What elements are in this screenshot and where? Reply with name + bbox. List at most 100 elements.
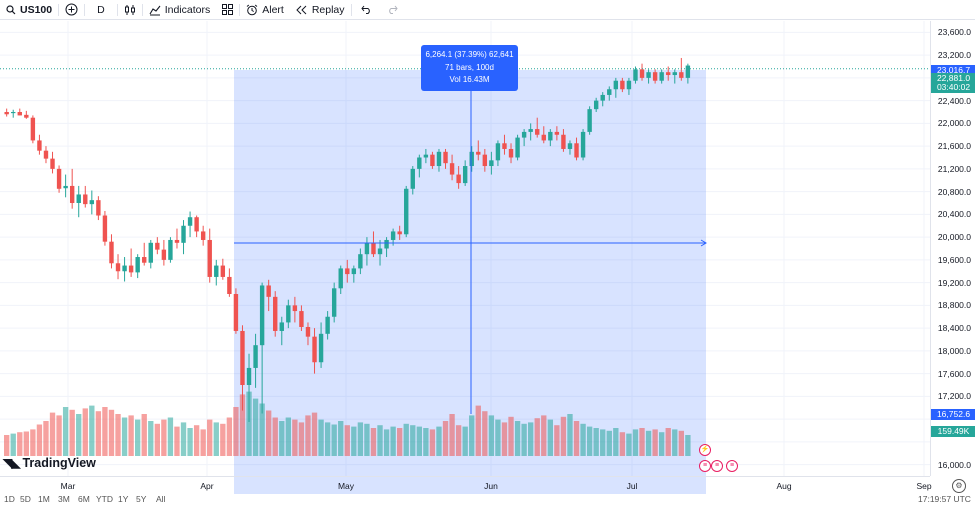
settings-gear-icon[interactable]: ⚙ <box>952 479 966 493</box>
volume-bar <box>141 414 147 456</box>
candle-body <box>142 257 147 263</box>
volume-bar <box>567 414 573 456</box>
candle-body <box>482 154 488 167</box>
volume-bar <box>436 426 442 456</box>
candle-body <box>56 168 62 189</box>
price-tick-label: 22,000.0 <box>937 118 971 129</box>
toolbar-divider <box>239 3 241 16</box>
tradingview-logo[interactable]: ◥◣ TradingView <box>3 456 96 470</box>
candle-body <box>646 72 651 78</box>
measure-bars: 71 bars, 100d <box>445 62 494 72</box>
candle-body <box>24 114 29 118</box>
indicators-button[interactable]: Indicators <box>143 0 217 20</box>
candle-body <box>548 131 553 141</box>
search-icon <box>6 4 16 14</box>
chart-pane[interactable]: 6,264.1 (37.39%) 62,641 71 bars, 100d Vo… <box>0 21 930 476</box>
volume-bar <box>586 426 593 456</box>
volume-bar <box>23 431 29 456</box>
chart-type-button[interactable] <box>118 0 142 20</box>
range-button[interactable]: 6M <box>78 494 90 504</box>
volume-bar <box>76 414 82 456</box>
us-flag-event-icon[interactable]: ≡ <box>699 460 711 472</box>
symbol-search[interactable]: US100 <box>0 0 58 20</box>
candle-body <box>174 239 180 243</box>
candle-body <box>672 72 677 76</box>
candle-body <box>318 333 324 363</box>
price-chart[interactable] <box>0 21 930 476</box>
volume-bar <box>220 423 226 456</box>
toolbar-divider <box>350 3 352 16</box>
range-button[interactable]: 5D <box>20 494 31 504</box>
candle-body <box>207 239 212 277</box>
candle-body <box>109 241 114 264</box>
volume-bar <box>541 415 547 456</box>
price-tick-label: 20,400.0 <box>937 209 971 220</box>
interval-label: D <box>97 3 105 16</box>
volume-bar <box>174 426 180 456</box>
range-button[interactable]: 1Y <box>118 494 129 504</box>
volume-bar <box>685 435 691 456</box>
candle-body <box>495 143 501 161</box>
range-button[interactable]: 5Y <box>136 494 147 504</box>
candle-body <box>574 143 579 158</box>
price-tick-label: 19,200.0 <box>937 277 971 288</box>
redo-button[interactable] <box>381 0 404 20</box>
utc-clock[interactable]: 17:19:57 UTC <box>918 494 971 504</box>
volume-bar <box>213 422 219 456</box>
interval-button[interactable]: D <box>85 0 117 20</box>
candle-body <box>89 200 95 205</box>
candle-body <box>259 285 265 346</box>
time-tick-label: May <box>337 481 355 491</box>
range-button[interactable]: 3M <box>58 494 70 504</box>
volume-bar <box>462 426 468 456</box>
top-toolbar: US100 D Indicators Alert Replay <box>0 0 975 20</box>
range-button[interactable]: All <box>156 494 166 504</box>
volume-bar <box>534 418 540 456</box>
price-tick-label: 17,600.0 <box>937 368 971 379</box>
candle-body <box>364 242 370 255</box>
range-button[interactable]: YTD <box>96 494 113 504</box>
volume-bar <box>239 394 246 456</box>
price-tick-label: 18,400.0 <box>937 323 971 334</box>
toolbar-divider <box>141 3 143 16</box>
volume-bar <box>449 414 455 456</box>
range-button[interactable]: 1D <box>4 494 15 504</box>
last-price-badge: 23,016.7 <box>931 65 975 76</box>
redo-icon <box>388 5 398 14</box>
candle-body <box>253 345 258 368</box>
range-button[interactable]: 1M <box>38 494 50 504</box>
bar-countdown-badge: 03:40:02 <box>931 82 975 93</box>
volume-bar <box>495 419 501 456</box>
volume-bar <box>292 419 298 456</box>
us-flag-event-icon[interactable]: ≡ <box>711 460 723 472</box>
volume-bar <box>89 405 95 456</box>
candle-body <box>443 151 448 164</box>
volume-bar <box>49 412 56 456</box>
candle-body <box>626 80 632 90</box>
layouts-button[interactable] <box>216 0 239 20</box>
candle-body <box>292 305 298 312</box>
candle-body <box>404 188 409 235</box>
volume-bar <box>672 429 678 456</box>
price-tick-label: 18,800.0 <box>937 300 971 311</box>
candle-body <box>312 336 317 363</box>
time-range-highlight <box>234 477 706 494</box>
replay-button[interactable]: Replay <box>290 0 351 20</box>
candle-body <box>37 140 42 151</box>
candle-body <box>377 248 383 255</box>
candle-body <box>456 174 461 184</box>
time-axis[interactable]: Mar Apr May Jun Jul Aug Sep <box>0 476 932 494</box>
lightning-event-icon[interactable]: ⚡ <box>699 444 711 456</box>
candle-body <box>299 311 304 327</box>
us-flag-event-icon[interactable]: ≡ <box>726 460 738 472</box>
candle-body <box>515 137 520 158</box>
undo-button[interactable] <box>352 0 381 20</box>
price-axis[interactable]: 23,600.0 23,200.0 22,400.0 22,000.0 21,600.0… <box>930 21 975 476</box>
compare-button[interactable] <box>59 0 84 20</box>
alert-button[interactable]: Alert <box>240 0 290 20</box>
candle-body <box>535 129 540 135</box>
bottom-bar: 1D 5D 1M 3M 6M YTD 1Y 5Y All 17:19:57 UTC <box>0 494 975 506</box>
candle-body <box>69 185 75 203</box>
candle-body <box>593 100 599 110</box>
price-tick-label: 21,600.0 <box>937 141 971 152</box>
